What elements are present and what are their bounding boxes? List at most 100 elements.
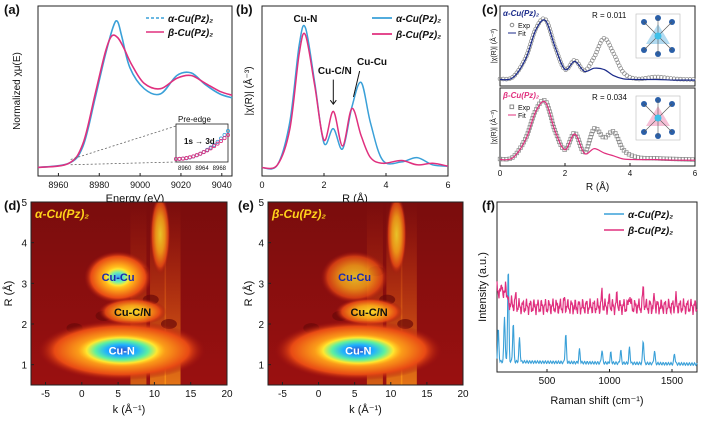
x-tick-label: 2 — [563, 169, 568, 178]
exp-point — [595, 46, 601, 52]
series-alpha-line — [261, 24, 449, 170]
x-axis-label: R (Å) — [586, 180, 609, 193]
y-tick-label: 1 — [258, 361, 264, 372]
inset-beta-point — [219, 138, 224, 143]
x-tick-label: 0 — [259, 180, 264, 190]
exp-point — [686, 157, 692, 162]
exp-point — [497, 156, 503, 162]
y-tick-label: 5 — [258, 198, 264, 209]
heatmap-peak-cu-cn — [98, 297, 167, 326]
exp-point — [555, 50, 560, 56]
series-beta-line — [37, 34, 233, 169]
exp-point — [674, 76, 680, 82]
exp-point — [588, 134, 593, 140]
annotation-cu-cn: Cu-C/N — [350, 307, 387, 319]
exp-point — [587, 138, 592, 143]
exp-point — [605, 132, 611, 138]
inset-beta-point — [191, 154, 196, 159]
x-axis-label: k (Å⁻¹) — [349, 403, 382, 416]
y-tick-label: 3 — [258, 279, 264, 290]
heatmap-peak-cu-n — [314, 334, 403, 367]
y-tick-label: 4 — [258, 239, 264, 250]
legend-label: Exp — [518, 23, 530, 30]
exp-point — [629, 153, 635, 158]
exp-point — [661, 156, 666, 161]
legend-label: Fit — [518, 113, 526, 120]
exp-point — [684, 77, 690, 82]
inset-alpha-point — [225, 128, 230, 133]
x-tick-label: 9000 — [130, 180, 150, 190]
exp-point — [566, 142, 571, 148]
heatmap-body — [268, 202, 463, 385]
y-axis-label: R (Å) — [2, 281, 15, 307]
exp-point — [617, 139, 622, 145]
exp-point — [621, 148, 627, 153]
y-axis-label: |χ(R)| (Å⁻³) — [489, 110, 498, 144]
exp-point — [608, 130, 613, 135]
annotation-arrowhead — [329, 99, 337, 105]
legend-label: Exp — [518, 105, 530, 112]
x-tick-label: 15 — [421, 389, 433, 400]
x-tick-label: 4 — [383, 180, 388, 190]
panel-label: (f) — [482, 198, 495, 213]
x-tick-label: -5 — [41, 389, 50, 400]
inset-beta-point — [184, 156, 189, 161]
x-tick-label: 4 — [628, 169, 633, 178]
heatmap-title: β-Cu(Pz)₂ — [271, 207, 326, 221]
exp-point — [622, 71, 627, 76]
legend-label: α-Cu(Pz)₂ — [628, 210, 673, 221]
legend-label: α-Cu(Pz)₂ — [396, 14, 441, 25]
x-tick-label: 1500 — [661, 376, 684, 387]
x-tick-label: 8980 — [89, 180, 109, 190]
y-tick-label: 1 — [21, 361, 27, 372]
exp-point — [671, 76, 677, 82]
exp-point — [687, 77, 693, 82]
y-axis-label: Intensity (a.u.) — [477, 252, 489, 322]
x-tick-label: 500 — [539, 376, 556, 387]
x-tick-label: 6 — [445, 180, 450, 190]
exp-point — [633, 76, 639, 82]
exp-point — [596, 43, 602, 49]
series-beta-line — [261, 32, 449, 170]
annotation-cu-n: Cu-N — [109, 345, 135, 357]
legend-label: β-Cu(Pz)₂ — [167, 28, 213, 39]
inset-beta-point — [205, 148, 210, 153]
annotation-cu-cu: Cu-Cu — [357, 57, 387, 68]
panel-c-top-frame — [499, 5, 696, 87]
exp-point — [681, 76, 686, 82]
inset-connector — [70, 161, 177, 166]
panel-c-bottom-frame — [499, 87, 696, 167]
molecule-structure-icon — [635, 13, 681, 59]
x-axis-label: Raman shift (cm⁻¹) — [550, 395, 643, 407]
exp-point — [586, 141, 592, 146]
atom-cu — [654, 32, 662, 40]
x-tick-label: 20 — [221, 389, 233, 400]
x-tick-label: 20 — [457, 389, 469, 400]
exp-point — [677, 156, 682, 162]
exp-point — [589, 131, 594, 137]
panel-label: (a) — [4, 2, 20, 17]
panel-a-frame — [37, 5, 233, 177]
x-tick-label: 0 — [498, 169, 503, 178]
panel-b-frame — [261, 5, 449, 177]
inset-annotation: 1s → 3d — [184, 137, 215, 146]
exp-point — [553, 130, 559, 136]
annotation-cu-n: Cu-N — [293, 14, 317, 25]
inset-alpha-point — [215, 139, 220, 144]
heatmap-body — [31, 202, 227, 385]
y-axis-label: |χ(R)| (Å⁻³) — [489, 29, 498, 63]
exp-point — [564, 145, 570, 151]
inset-beta-point — [187, 155, 192, 160]
exp-point — [554, 133, 560, 139]
panel-label: (e) — [238, 198, 254, 213]
heatmap-peak-cu-n — [77, 334, 166, 367]
x-tick-label: 5 — [352, 389, 358, 400]
inset-beta-point — [201, 150, 206, 155]
heatmap-panel-e — [268, 202, 463, 385]
y-axis-label: R (Å) — [242, 281, 255, 307]
r-factor: R = 0.034 — [592, 93, 627, 102]
inset-alpha-point — [212, 142, 217, 147]
heatmap-frame — [267, 201, 464, 386]
heatmap-peak-cu-cu-core — [102, 265, 135, 290]
